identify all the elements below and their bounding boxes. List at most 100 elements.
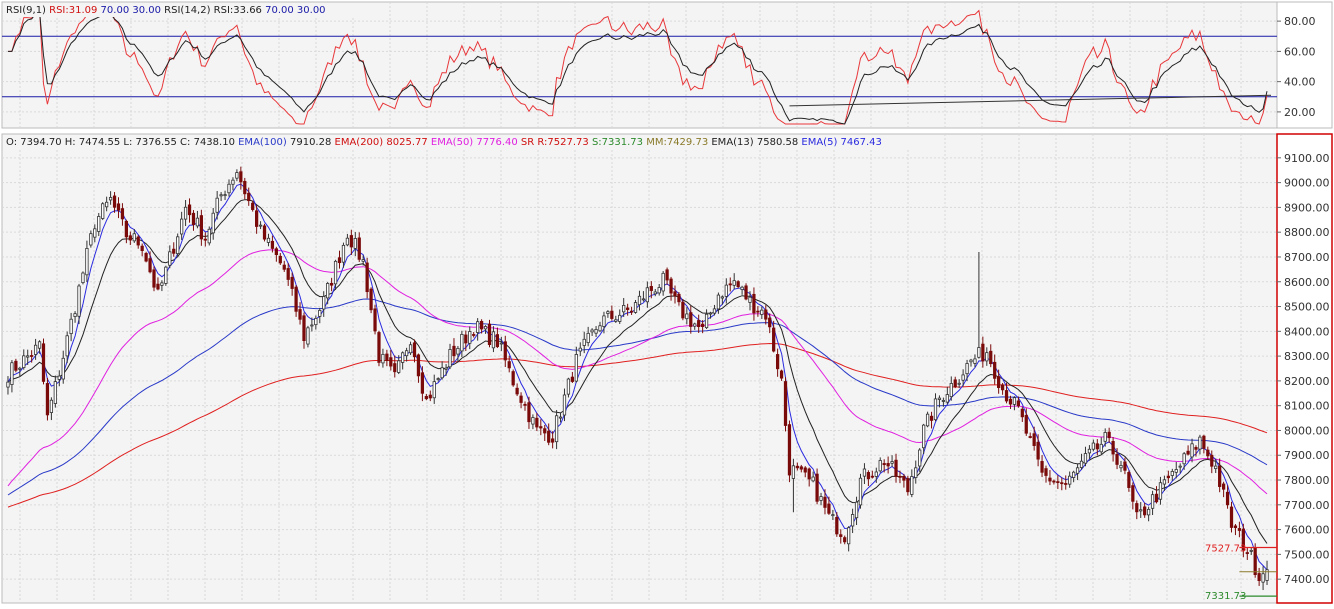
- candle-body: [156, 283, 160, 290]
- candle: [708, 311, 713, 319]
- candle-body: [740, 286, 744, 290]
- candle: [1040, 455, 1044, 478]
- candle: [890, 455, 894, 467]
- candle: [1261, 566, 1265, 591]
- candle-body: [531, 417, 535, 425]
- candle: [783, 377, 788, 432]
- candle-body: [653, 291, 657, 295]
- candle-body: [906, 478, 910, 493]
- candle: [685, 307, 689, 325]
- candle: [1237, 521, 1242, 538]
- candle-body: [1245, 552, 1249, 554]
- candle-body: [910, 476, 914, 495]
- candle-body: [381, 353, 385, 364]
- candle-body: [720, 296, 724, 299]
- candle: [803, 466, 807, 478]
- candle: [195, 210, 200, 229]
- candle-body: [207, 228, 211, 244]
- candle-body: [120, 208, 125, 220]
- candle-body: [843, 537, 847, 543]
- candle: [815, 468, 819, 505]
- candle: [1135, 500, 1139, 520]
- candle: [1178, 463, 1182, 474]
- candle: [440, 361, 444, 380]
- candle-body: [772, 327, 776, 352]
- candle-body: [89, 233, 93, 246]
- candle: [404, 347, 409, 362]
- candle-body: [385, 353, 389, 361]
- candle-body: [1146, 508, 1151, 516]
- candle: [227, 179, 231, 197]
- price-tick-label: 8600.00: [1284, 276, 1330, 289]
- candle-body: [570, 376, 575, 382]
- candle-body: [839, 534, 843, 537]
- candle-body: [503, 341, 507, 361]
- candle-body: [973, 358, 977, 364]
- candle-body: [764, 309, 768, 320]
- candle-body: [1028, 436, 1032, 438]
- legend-entry: 70.00: [262, 5, 294, 16]
- candle-body: [487, 323, 492, 345]
- candle-body: [1099, 443, 1103, 453]
- candle: [1087, 445, 1092, 459]
- candle-body: [1131, 485, 1135, 502]
- candle-body: [1241, 528, 1245, 551]
- price-tick-label: 9100.00: [1284, 152, 1330, 165]
- candle-body: [1257, 573, 1261, 582]
- candle: [811, 471, 815, 483]
- candle: [562, 388, 567, 422]
- candle-body: [515, 387, 519, 395]
- candle: [629, 306, 634, 315]
- candle: [353, 232, 357, 257]
- legend-entry: 7776.40: [473, 137, 518, 148]
- candle-body: [618, 314, 622, 322]
- candle: [1233, 524, 1238, 536]
- candle: [775, 348, 780, 377]
- candle-body: [1174, 469, 1178, 473]
- candle: [626, 303, 630, 316]
- candle-body: [286, 268, 290, 280]
- candle-body: [223, 194, 227, 197]
- candle: [1221, 481, 1226, 498]
- candle: [203, 232, 207, 247]
- rsi-tick-label: 20.00: [1284, 106, 1316, 119]
- candle: [989, 344, 993, 368]
- candle: [622, 298, 626, 317]
- candle: [681, 299, 685, 321]
- candle: [981, 336, 985, 368]
- candle-body: [641, 298, 646, 301]
- candle-body: [1186, 450, 1190, 455]
- candle: [1218, 458, 1222, 493]
- candle: [120, 203, 125, 226]
- candle: [539, 419, 543, 436]
- legend-entry: C: 7438.10: [177, 137, 235, 148]
- candle-body: [491, 331, 496, 349]
- candle: [937, 395, 942, 408]
- candle: [1111, 437, 1115, 462]
- candle-body: [377, 332, 381, 363]
- candle: [886, 456, 890, 474]
- candle-body: [649, 286, 653, 291]
- candle: [85, 240, 89, 283]
- candle: [854, 496, 859, 526]
- candle-body: [160, 282, 164, 286]
- candle: [61, 350, 65, 384]
- candle: [282, 260, 286, 272]
- candle: [223, 190, 227, 201]
- rsi-panel[interactable]: [2, 6, 1277, 125]
- candle-body: [760, 309, 764, 315]
- candle-body: [476, 321, 480, 333]
- candle: [1103, 428, 1107, 447]
- candle-body: [1032, 433, 1036, 446]
- candlestick-series[interactable]: [6, 166, 1269, 591]
- candle-body: [61, 357, 65, 380]
- candle: [1158, 476, 1163, 505]
- candle-body: [602, 315, 606, 327]
- candle: [973, 354, 977, 368]
- candle-body: [1008, 398, 1013, 405]
- candle: [1194, 445, 1198, 457]
- candle: [740, 285, 744, 295]
- candle-body: [33, 344, 38, 355]
